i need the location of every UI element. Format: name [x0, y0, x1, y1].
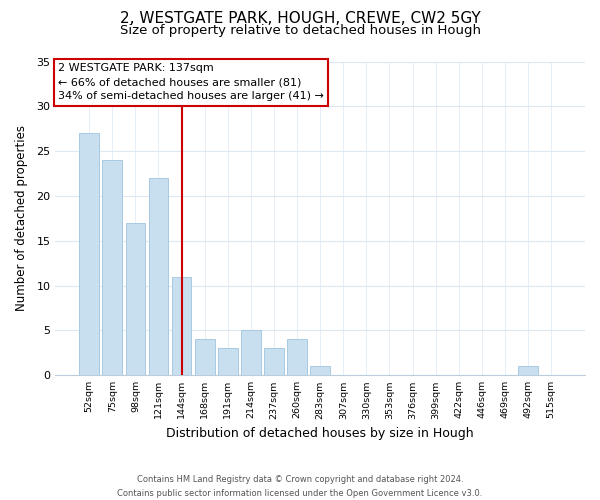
- Bar: [149, 178, 169, 376]
- Text: Size of property relative to detached houses in Hough: Size of property relative to detached ho…: [119, 24, 481, 37]
- Bar: [310, 366, 330, 376]
- Bar: [79, 133, 99, 376]
- Bar: [264, 348, 284, 376]
- Bar: [103, 160, 122, 376]
- Bar: [241, 330, 260, 376]
- Y-axis label: Number of detached properties: Number of detached properties: [15, 126, 28, 312]
- Text: Contains HM Land Registry data © Crown copyright and database right 2024.
Contai: Contains HM Land Registry data © Crown c…: [118, 476, 482, 498]
- X-axis label: Distribution of detached houses by size in Hough: Distribution of detached houses by size …: [166, 427, 474, 440]
- Bar: [195, 340, 215, 376]
- Bar: [518, 366, 538, 376]
- Bar: [172, 276, 191, 376]
- Bar: [287, 340, 307, 376]
- Text: 2 WESTGATE PARK: 137sqm
← 66% of detached houses are smaller (81)
34% of semi-de: 2 WESTGATE PARK: 137sqm ← 66% of detache…: [58, 63, 324, 101]
- Bar: [218, 348, 238, 376]
- Text: 2, WESTGATE PARK, HOUGH, CREWE, CW2 5GY: 2, WESTGATE PARK, HOUGH, CREWE, CW2 5GY: [119, 11, 481, 26]
- Bar: [125, 223, 145, 376]
